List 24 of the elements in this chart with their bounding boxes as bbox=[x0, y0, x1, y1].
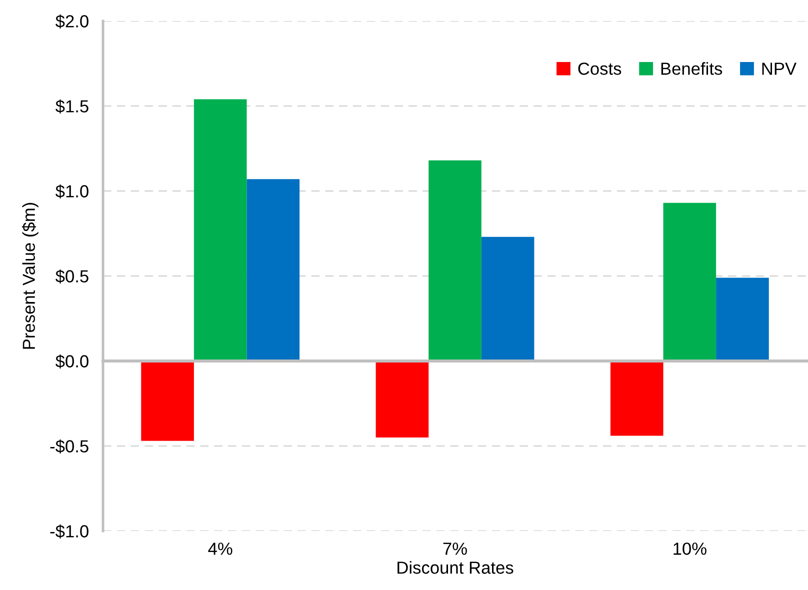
bar bbox=[610, 361, 664, 436]
y-tick-label: -$0.5 bbox=[50, 439, 88, 454]
bar bbox=[663, 202, 716, 361]
y-tick-label: $2.0 bbox=[56, 14, 88, 28]
x-tick-label: 7% bbox=[443, 542, 467, 555]
x-tick-label: 4% bbox=[208, 542, 232, 555]
bar bbox=[428, 160, 482, 361]
y-axis-title: Present Value ($m) bbox=[22, 202, 38, 349]
legend-label: Benefits bbox=[661, 62, 722, 75]
bar bbox=[481, 236, 534, 361]
bar bbox=[141, 361, 194, 441]
y-tick-label: $0.5 bbox=[56, 269, 88, 284]
y-tick-label: $1.5 bbox=[56, 99, 88, 114]
bar bbox=[376, 361, 429, 438]
y-tick-label: $1.0 bbox=[56, 184, 88, 198]
y-tick-label: $0.0 bbox=[56, 354, 88, 368]
bar bbox=[246, 179, 300, 361]
bar bbox=[194, 99, 247, 361]
x-axis-title: Discount Rates bbox=[398, 561, 514, 574]
legend-label: NPV bbox=[762, 62, 797, 75]
x-tick-label: 10% bbox=[674, 542, 706, 555]
bar bbox=[716, 278, 769, 361]
legend-label: Costs bbox=[578, 62, 622, 75]
y-tick-label: -$1.0 bbox=[50, 524, 88, 538]
